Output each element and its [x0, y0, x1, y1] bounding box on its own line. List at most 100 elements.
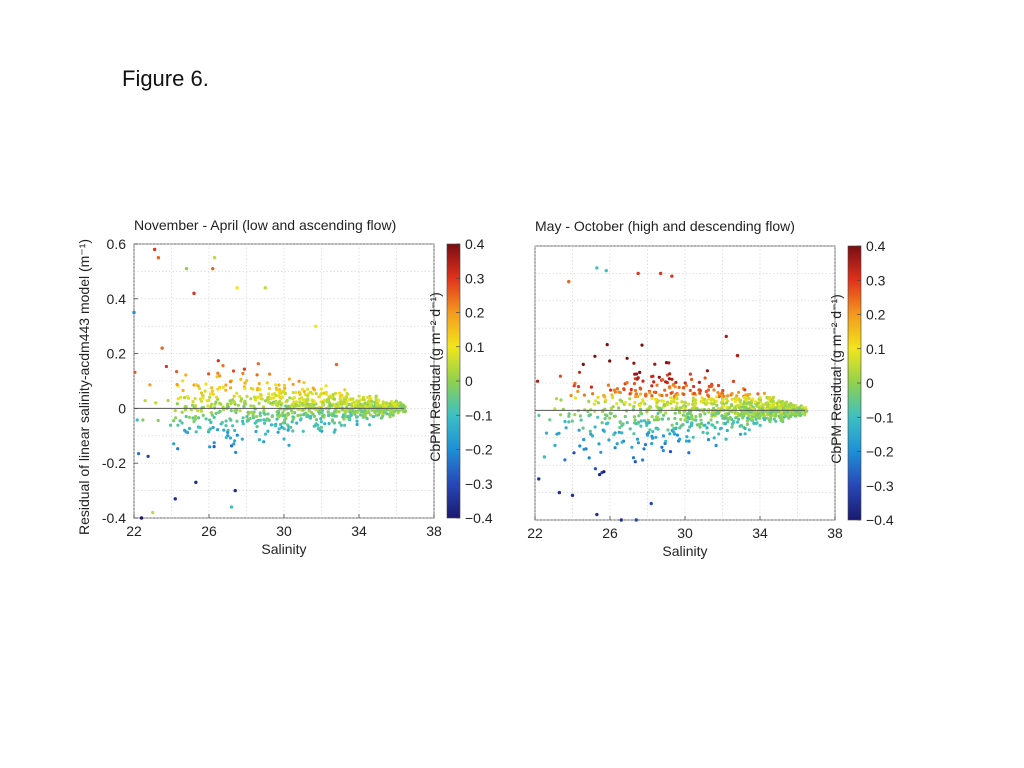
scatter-point: [634, 392, 638, 396]
scatter-point: [179, 395, 183, 399]
scatter-point: [232, 442, 236, 446]
scatter-point: [581, 362, 585, 366]
scatter-point: [267, 400, 271, 404]
scatter-point: [189, 408, 193, 412]
scatter-point: [760, 413, 764, 417]
scatter-point: [278, 390, 282, 394]
scatter-point: [248, 416, 252, 421]
scatter-point: [253, 407, 257, 411]
scatter-point: [665, 400, 670, 404]
scatter-point: [196, 384, 200, 388]
scatter-point: [681, 413, 685, 417]
scatter-point: [291, 429, 295, 433]
scatter-point: [239, 377, 243, 381]
scatter-point: [398, 401, 402, 405]
scatter-point: [211, 425, 215, 430]
scatter-point: [694, 414, 698, 419]
scatter-point: [307, 409, 311, 413]
scatter-point: [240, 437, 244, 441]
scatter-point: [607, 438, 611, 442]
scatter-point: [682, 404, 686, 408]
scatter-point: [648, 391, 652, 395]
scatter-point: [278, 399, 282, 404]
scatter-point: [576, 385, 581, 389]
scatter-point: [703, 397, 707, 401]
scatter-point: [707, 394, 711, 398]
scatter-point: [212, 256, 217, 260]
scatter-point: [368, 404, 372, 408]
scatter-point: [722, 394, 726, 398]
scatter-point: [738, 400, 742, 404]
scatter-point: [314, 324, 318, 328]
scatter-point: [260, 397, 264, 401]
scatter-point: [294, 404, 298, 408]
scatter-point: [742, 401, 746, 405]
scatter-point: [748, 392, 752, 396]
scatter-point: [553, 443, 557, 447]
scatter-point: [781, 403, 785, 408]
scatter-point: [338, 391, 342, 395]
scatter-point: [762, 414, 767, 418]
scatter-point: [258, 418, 262, 422]
scatter-point: [350, 402, 354, 406]
scatter-point: [537, 413, 541, 417]
scatter-point: [672, 426, 676, 430]
scatter-point: [262, 440, 266, 444]
scatter-point: [596, 401, 601, 405]
scatter-point: [319, 387, 323, 391]
scatter-point: [683, 381, 687, 385]
scatter-point: [183, 408, 187, 412]
scatter-point: [567, 414, 571, 418]
scatter-point: [175, 370, 179, 374]
scatter-point: [290, 420, 294, 424]
scatter-point: [717, 406, 721, 411]
scatter-point: [710, 397, 714, 401]
scatter-point: [779, 406, 783, 411]
scatter-point: [327, 421, 331, 426]
scatter-point: [692, 391, 697, 395]
scatter-point: [687, 402, 691, 406]
scatter-point: [788, 404, 792, 408]
colorbar-tick-label: 0.3: [866, 272, 886, 288]
scatter-point: [282, 437, 286, 441]
scatter-point: [710, 423, 714, 427]
scatter-point: [558, 374, 563, 378]
scatter-point: [705, 401, 709, 405]
scatter-point: [690, 414, 694, 418]
scatter-point: [302, 389, 306, 394]
scatter-point: [594, 399, 598, 403]
colorbar-tick-label: −0.1: [866, 409, 894, 425]
scatter-point: [600, 421, 604, 425]
scatter-point: [596, 395, 600, 399]
x-tick-label: 26: [602, 525, 618, 541]
scatter-point: [382, 410, 386, 414]
scatter-point: [638, 386, 642, 390]
scatter-point: [380, 409, 384, 413]
scatter-point: [208, 418, 212, 422]
scatter-point: [255, 419, 259, 423]
scatter-point: [281, 395, 285, 399]
scatter-point: [703, 412, 707, 416]
scatter-point: [332, 430, 336, 434]
scatter-point: [724, 334, 728, 339]
scatter-point: [573, 413, 577, 417]
scatter-point: [670, 423, 674, 427]
scatter-point: [588, 429, 592, 433]
scatter-point: [401, 407, 405, 411]
scatter-point: [332, 421, 336, 425]
scatter-point: [331, 392, 335, 397]
scatter-point: [333, 414, 337, 418]
colorbar: 0.4 0.3 0.2 0.1 0 −0.1 −0.2 −0.3 −0.4 CbPM Residu…: [427, 236, 493, 526]
scatter-point: [166, 398, 170, 403]
scatter-point: [678, 411, 682, 415]
scatter-point: [703, 423, 707, 427]
colorbar-tick-label: −0.4: [866, 512, 894, 528]
scatter-point: [229, 505, 234, 509]
scatter-point: [628, 427, 632, 431]
scatter-point: [604, 398, 608, 402]
scatter-point: [639, 424, 643, 428]
scatter-point: [576, 389, 580, 393]
scatter-point: [620, 440, 624, 444]
scatter-panel-left: 22 26 30 34 38 Salinity -0.4 -0.2 0 0.2 0.4 0.6 Resi…: [76, 217, 493, 557]
scatter-point: [695, 407, 699, 411]
